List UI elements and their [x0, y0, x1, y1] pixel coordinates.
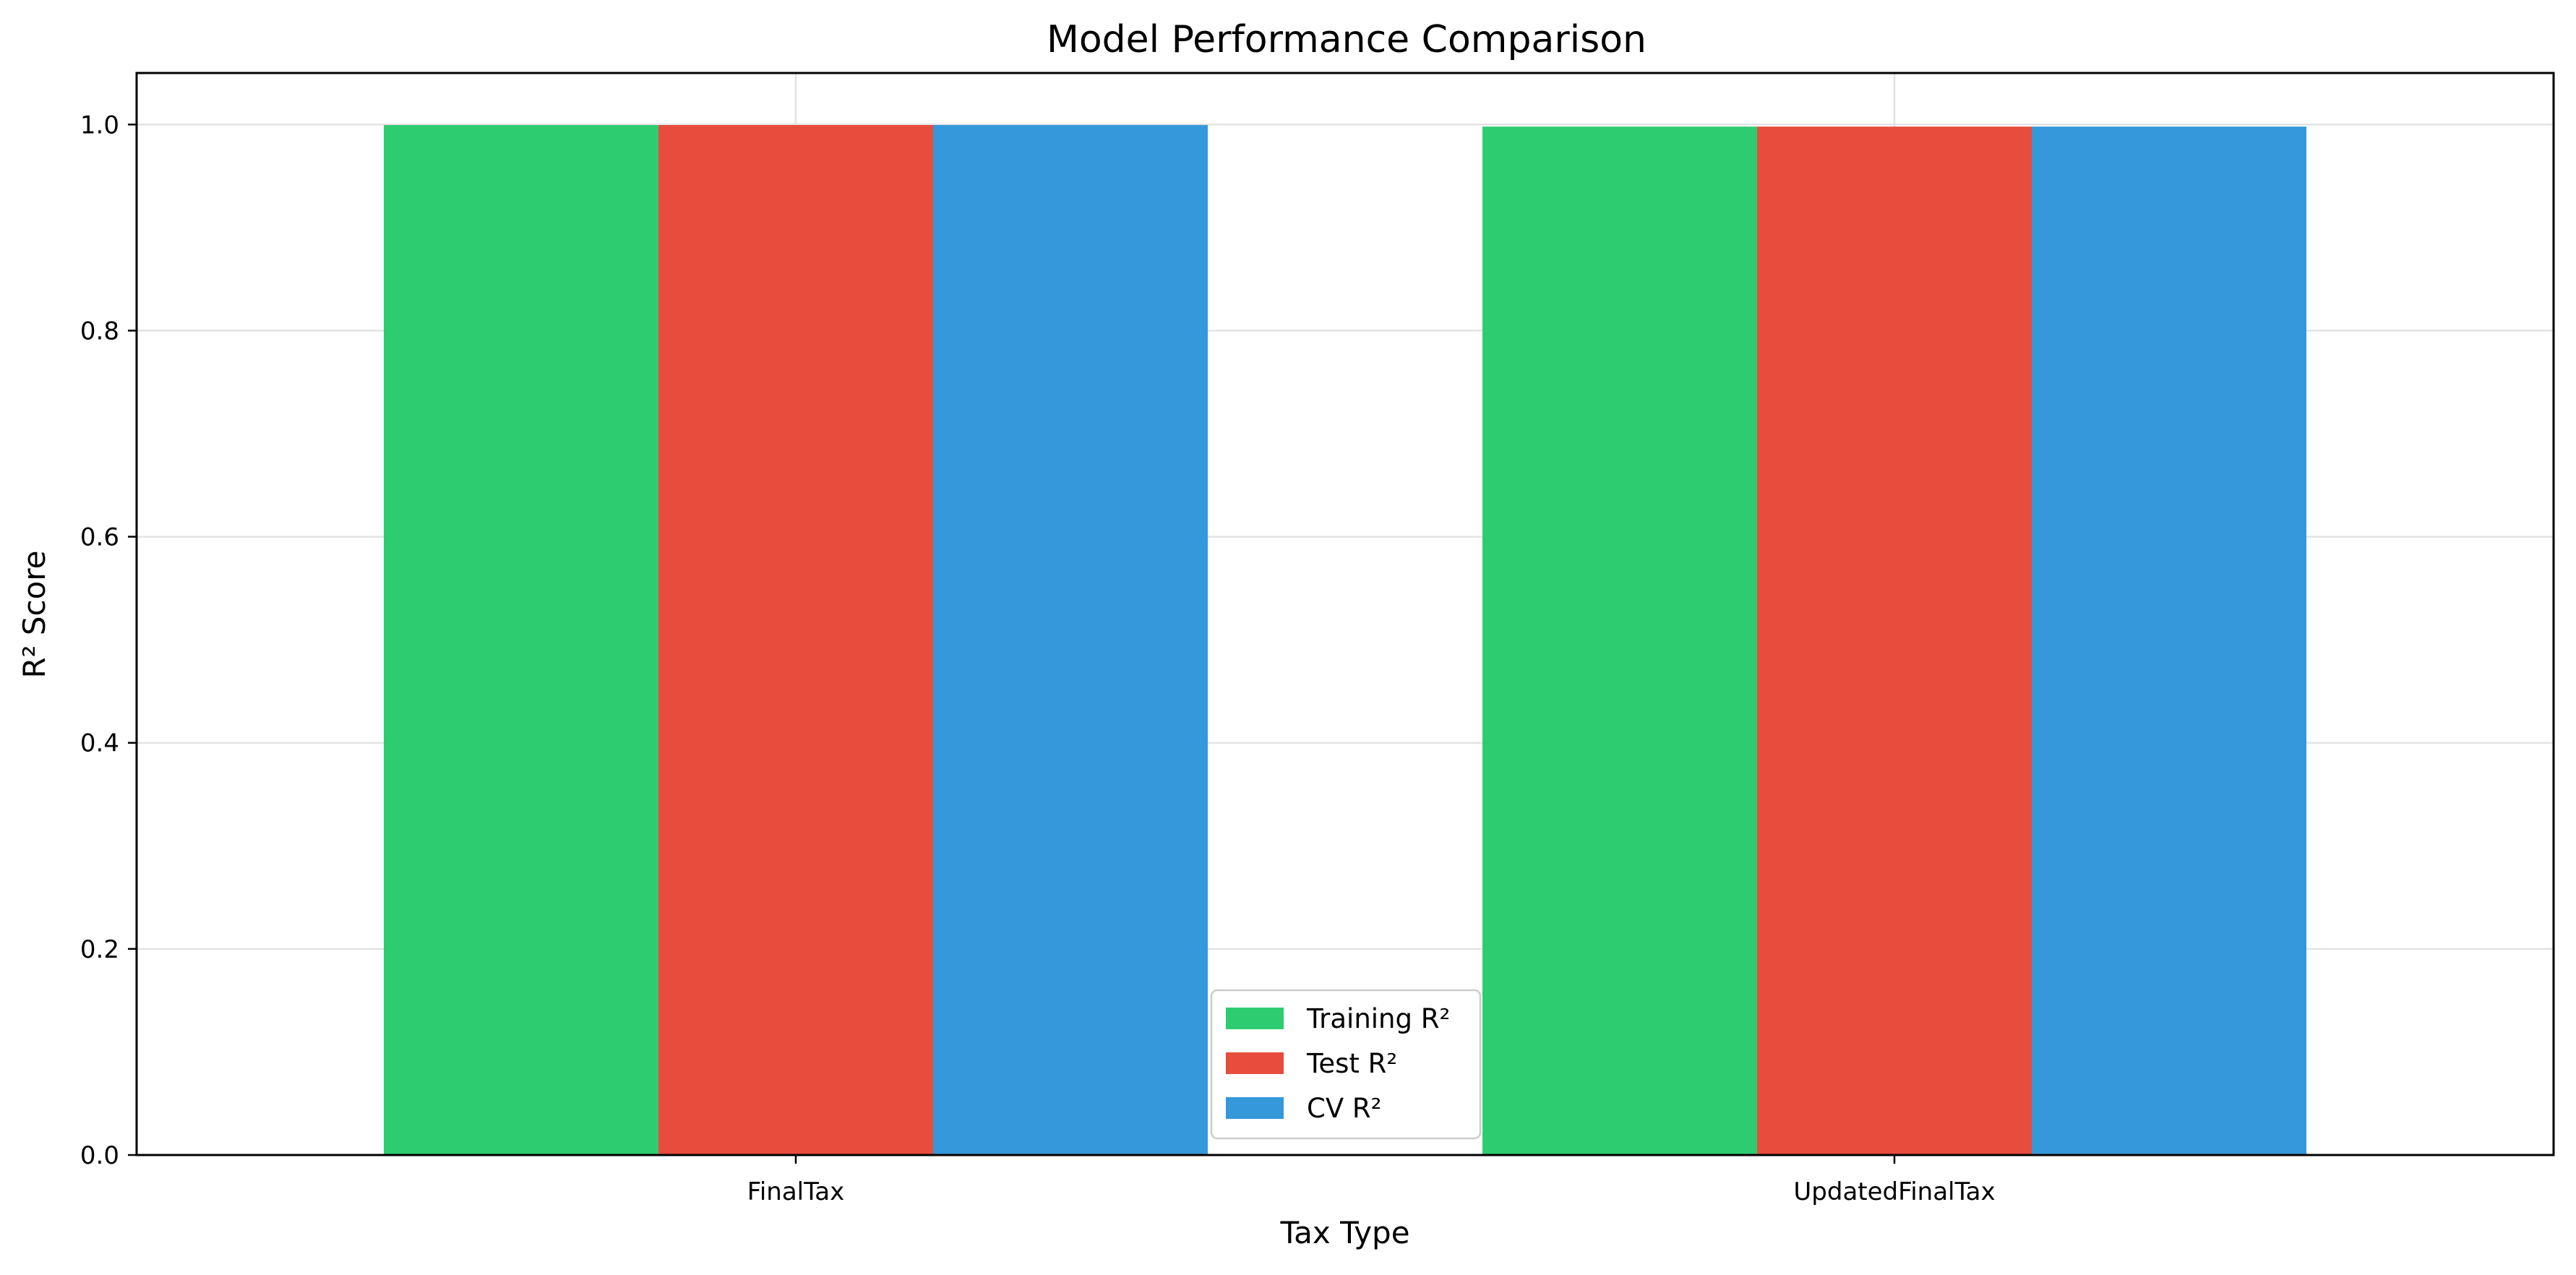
y-tick-label: 0.2: [80, 935, 119, 964]
y-tick-label: 0.6: [80, 523, 119, 552]
x-tick-label: UpdatedFinalTax: [1793, 1177, 1995, 1206]
plot-frame: [135, 72, 2555, 1156]
tick-layer: 0.0 0.2 0.4 0.6 0.8 1.0 FinalTax UpdatedFinalTa…: [80, 111, 1996, 1206]
legend-swatch: [1226, 1097, 1284, 1119]
y-tick-label: 0.0: [80, 1141, 119, 1170]
bar-layer: [384, 124, 2306, 1156]
legend-label: Test R²: [1306, 1048, 1397, 1079]
x-tick-label: FinalTax: [747, 1177, 844, 1206]
bar-training-r-finaltax: [384, 124, 658, 1156]
bar-cv-r-finaltax: [933, 124, 1208, 1156]
bar-test-r-updatedfinaltax: [1757, 126, 2032, 1155]
y-tick-label: 0.4: [80, 729, 119, 758]
y-tick-label: 1.0: [80, 111, 119, 139]
x-axis-title: Tax Type: [1279, 1215, 1409, 1250]
y-tick-label: 0.8: [80, 317, 119, 345]
legend-swatch: [1226, 1008, 1284, 1029]
bar-training-r-updatedfinaltax: [1482, 126, 1757, 1155]
bar-cv-r-updatedfinaltax: [2032, 126, 2306, 1155]
legend: Training R² Test R² CV R²: [1210, 989, 1482, 1140]
legend-swatch: [1226, 1052, 1284, 1074]
bar-test-r-finaltax: [658, 124, 933, 1156]
axis-layer: [135, 72, 2555, 1156]
legend-label: CV R²: [1307, 1093, 1381, 1124]
chart-title: Model Performance Comparison: [1047, 18, 1647, 61]
y-axis-title: R² Score: [17, 550, 52, 678]
legend-label: Training R²: [1306, 1003, 1450, 1034]
